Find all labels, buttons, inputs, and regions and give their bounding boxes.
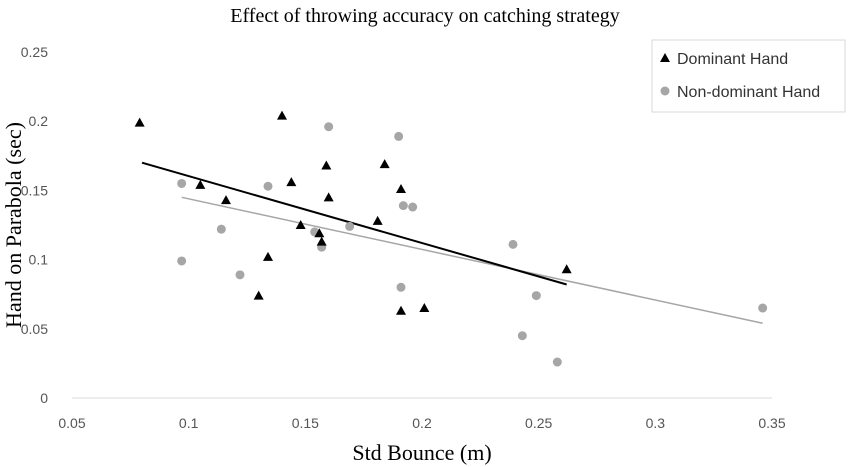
point-non-dominant-hand [394,131,404,141]
y-tick-label: 0.2 [29,113,49,129]
y-tick-label: 0.1 [29,252,49,268]
point-non-dominant-hand [758,303,768,313]
point-dominant-hand [263,251,273,261]
point-non-dominant-hand [408,202,418,212]
y-tick-label: 0.25 [21,44,48,60]
point-dominant-hand [372,215,383,225]
y-axis-ticks: 0 0.05 0.1 0.15 0.2 0.25 [21,44,48,406]
legend-label-dominant-hand: Dominant Hand [677,51,788,68]
trendlines [141,161,763,324]
point-dominant-hand [321,160,332,170]
point-dominant-hand [316,236,327,246]
x-axis-label: Std Bounce (m) [352,440,491,465]
point-dominant-hand [277,110,287,120]
point-non-dominant-hand [398,201,408,211]
point-non-dominant-hand [177,256,187,266]
point-dominant-hand [134,117,145,127]
point-non-dominant-hand [235,270,245,280]
point-dominant-hand [396,184,406,194]
legend-label-non-dominant-hand: Non-dominant Hand [677,84,820,101]
point-non-dominant-hand [263,181,273,191]
point-dominant-hand [419,303,430,313]
point-dominant-hand [314,228,325,238]
trendline-dominant-hand [141,161,567,286]
point-non-dominant-hand [345,221,355,231]
x-tick-label: 0.1 [179,415,199,431]
point-dominant-hand [323,192,334,202]
y-tick-label: 0 [40,390,48,406]
y-tick-label: 0.15 [21,182,48,198]
point-dominant-hand [396,305,406,315]
point-non-dominant-hand [324,122,334,132]
legend-marker-dominant-hand [660,53,670,62]
point-non-dominant-hand [552,357,562,367]
x-axis-ticks: 0.05 0.1 0.15 0.2 0.25 0.3 0.35 [58,415,785,431]
point-non-dominant-hand [177,178,187,188]
y-tick-label: 0.05 [21,321,48,337]
point-dominant-hand [195,179,206,189]
point-non-dominant-hand [396,282,406,292]
x-tick-label: 0.2 [412,415,432,431]
point-dominant-hand [253,290,264,300]
legend-marker-non-dominant-hand [660,86,670,96]
legend-box [651,39,846,113]
point-non-dominant-hand [216,224,226,234]
point-non-dominant-hand [517,331,527,341]
point-dominant-hand [561,264,572,274]
x-tick-label: 0.35 [758,415,785,431]
point-non-dominant-hand [508,239,518,249]
point-dominant-hand [379,159,390,169]
chart-title: Effect of throwing accuracy on catching … [230,5,619,27]
legend: Dominant Hand Non-dominant Hand [651,39,846,113]
x-tick-label: 0.15 [292,415,319,431]
point-dominant-hand [286,177,297,187]
point-dominant-hand [295,220,306,229]
point-non-dominant-hand [531,291,541,301]
x-tick-label: 0.3 [646,415,666,431]
trendline-non-dominant-hand [181,196,763,324]
x-tick-label: 0.25 [525,415,552,431]
y-axis-label: Hand on Parabola (sec) [1,122,26,328]
point-dominant-hand [221,195,231,205]
data-points [134,110,768,367]
x-tick-label: 0.05 [58,415,85,431]
